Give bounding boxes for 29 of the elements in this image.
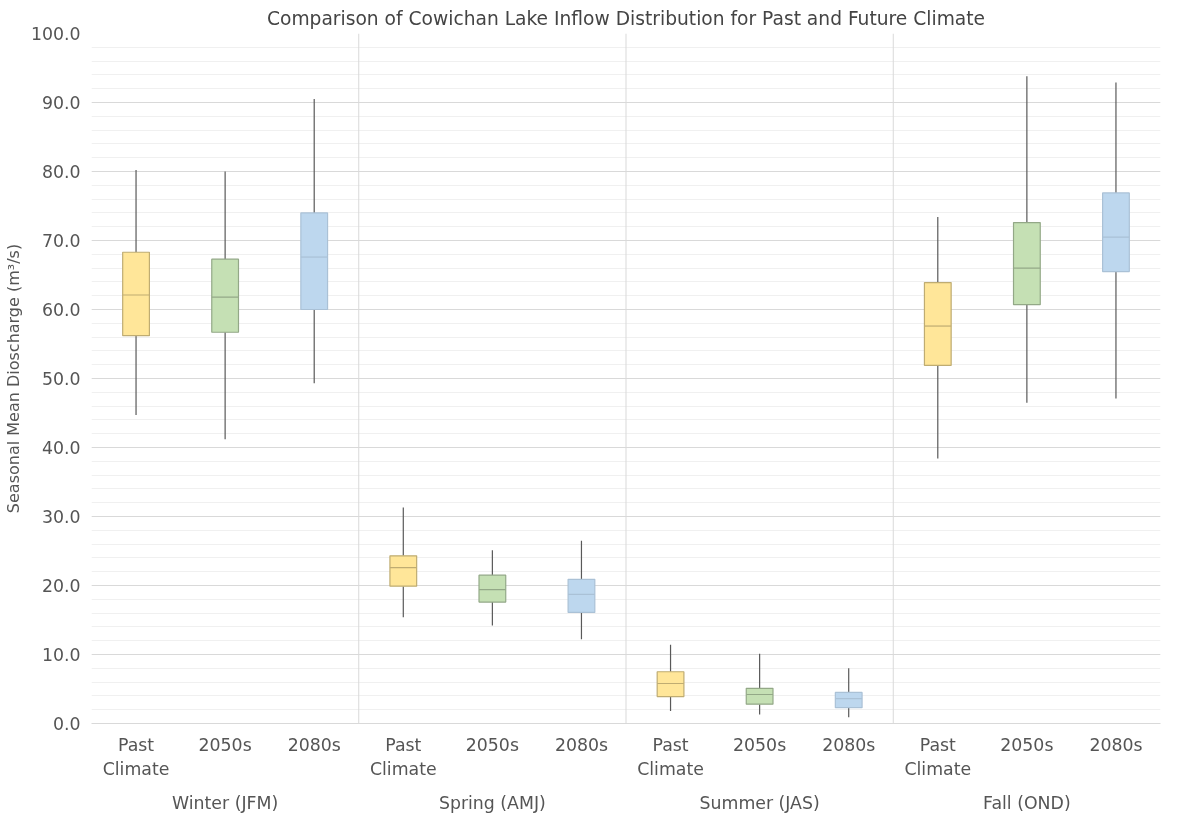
y-tick-label: 60.0 [41, 300, 81, 320]
y-tick-label: 70.0 [41, 231, 81, 251]
y-tick-label: 50.0 [41, 369, 81, 389]
y-tick-label: 20.0 [41, 576, 81, 596]
text: 2080s [1089, 734, 1143, 755]
series-label: 2080s [822, 734, 876, 755]
text: 2050s [198, 734, 252, 755]
text: Past Climate [637, 734, 704, 779]
y-tick-label: 100.0 [30, 24, 81, 44]
text: 2080s [554, 734, 609, 755]
text: Past Climate [102, 734, 170, 779]
text: 2050s [465, 734, 519, 755]
x-tick-label: Winter (JFM) [172, 792, 279, 813]
text: 2080s [287, 734, 341, 755]
text: 2050s [1000, 734, 1054, 755]
y-tick-label: 10.0 [41, 645, 81, 665]
x-tick-label: Spring (AMJ) [438, 792, 546, 813]
chart-title: Comparison of Cowichan Lake Inflow Distribution for Past and Future Climate [266, 7, 986, 29]
y-axis-title: Seasonal Mean Dioscharge (m³/s) [3, 243, 23, 514]
x-tick-label: Summer (JAS) [699, 792, 820, 813]
y-tick-label: 40.0 [41, 438, 81, 458]
text: Past Climate [904, 734, 972, 779]
x-tick-label: Fall (OND) [983, 792, 1071, 813]
y-tick-label: 80.0 [41, 162, 81, 182]
y-tick-label: 0.0 [52, 714, 81, 734]
series-label: 2050s [733, 734, 787, 755]
y-tick-label: 90.0 [41, 93, 81, 113]
y-tick-label: 30.0 [41, 507, 81, 527]
text: Past Climate [369, 734, 437, 779]
